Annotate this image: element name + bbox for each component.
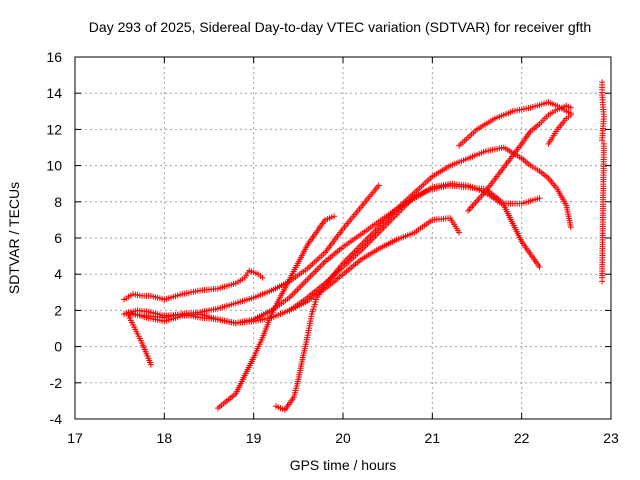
- x-axis-label: GPS time / hours: [290, 457, 397, 473]
- series-markers: [599, 79, 607, 285]
- series-markers: [121, 267, 266, 303]
- series-markers: [121, 180, 543, 327]
- y-tick-label: 16: [46, 49, 62, 65]
- y-tick-label: 14: [46, 85, 62, 101]
- series-markers: [273, 144, 574, 413]
- x-tick-label: 18: [157, 430, 173, 446]
- series-markers: [456, 99, 574, 149]
- series-track-3: [121, 180, 543, 327]
- y-tick-label: 4: [54, 266, 62, 282]
- series-markers: [545, 111, 574, 147]
- y-tick-label: -4: [50, 411, 63, 427]
- series-track-5: [125, 312, 154, 368]
- y-tick-label: 0: [54, 339, 62, 355]
- series-track-8: [286, 182, 543, 314]
- series-track-1: [121, 267, 266, 303]
- series-markers: [125, 312, 154, 368]
- x-tick-label: 23: [603, 430, 619, 446]
- series-track-7: [273, 144, 574, 413]
- series-markers: [286, 182, 543, 314]
- series-track-10: [465, 102, 574, 214]
- chart-title: Day 293 of 2025, Sidereal Day-to-day VTE…: [89, 19, 591, 35]
- axis-ticks: 17 18 19 20 21 22 23 -4 -2 0 2 4 6 8 10 12 14 16: [46, 49, 619, 446]
- y-tick-label: -2: [50, 375, 63, 391]
- y-tick-label: 12: [46, 121, 62, 137]
- y-tick-label: 8: [54, 194, 62, 210]
- y-tick-label: 2: [54, 302, 62, 318]
- x-tick-label: 17: [67, 430, 83, 446]
- series-track-12: [599, 79, 607, 285]
- series-markers: [214, 213, 338, 412]
- grid-lines: [75, 57, 611, 419]
- series-track-11: [545, 111, 574, 147]
- data-series: [121, 79, 607, 413]
- x-tick-label: 22: [514, 430, 530, 446]
- x-tick-label: 20: [335, 430, 351, 446]
- x-tick-label: 21: [425, 430, 441, 446]
- series-track-9: [456, 99, 574, 149]
- y-axis-label: SDTVAR / TECUs: [6, 182, 22, 294]
- y-tick-label: 10: [46, 158, 62, 174]
- series-track-6: [214, 213, 338, 412]
- x-tick-label: 19: [246, 430, 262, 446]
- y-tick-label: 6: [54, 230, 62, 246]
- series-markers: [465, 102, 574, 214]
